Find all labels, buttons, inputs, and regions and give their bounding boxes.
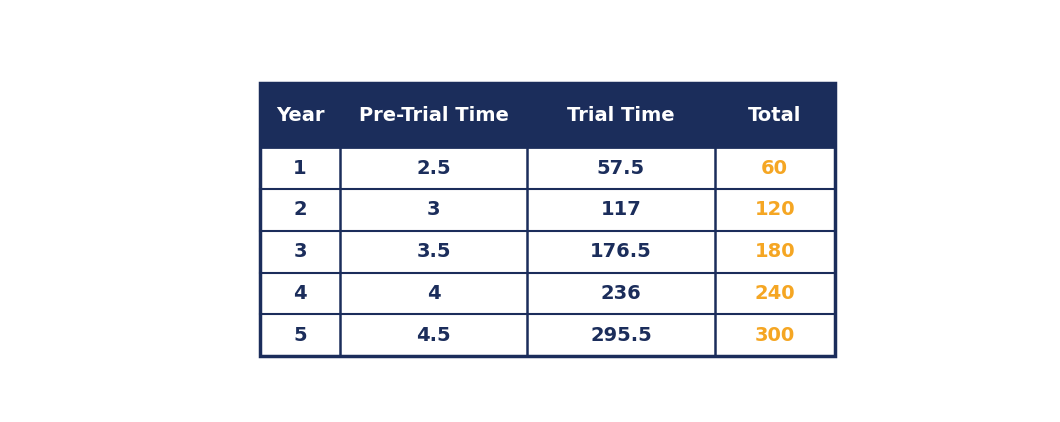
- Bar: [260, 147, 835, 189]
- Text: Pre-Trial Time: Pre-Trial Time: [358, 106, 509, 125]
- Text: 4: 4: [294, 284, 306, 303]
- Text: 5: 5: [294, 326, 306, 345]
- Text: 180: 180: [755, 242, 795, 261]
- Text: Total: Total: [748, 106, 801, 125]
- Text: 57.5: 57.5: [597, 159, 644, 178]
- Text: 236: 236: [601, 284, 641, 303]
- Text: 117: 117: [601, 200, 641, 219]
- Bar: [260, 231, 835, 273]
- Text: 300: 300: [755, 326, 795, 345]
- Text: 2: 2: [294, 200, 306, 219]
- Text: 176.5: 176.5: [590, 242, 652, 261]
- Bar: [260, 189, 835, 231]
- Bar: [260, 83, 835, 356]
- Text: 2.5: 2.5: [417, 159, 450, 178]
- Bar: [260, 83, 835, 147]
- Text: Trial Time: Trial Time: [567, 106, 675, 125]
- Text: 3.5: 3.5: [417, 242, 450, 261]
- Text: 60: 60: [761, 159, 789, 178]
- Bar: [260, 314, 835, 356]
- Text: 240: 240: [755, 284, 795, 303]
- Text: 3: 3: [294, 242, 306, 261]
- Text: Year: Year: [276, 106, 324, 125]
- Text: 120: 120: [755, 200, 795, 219]
- Text: 3: 3: [427, 200, 441, 219]
- Text: 1: 1: [294, 159, 306, 178]
- Bar: [260, 273, 835, 314]
- Text: 4: 4: [427, 284, 441, 303]
- Text: 295.5: 295.5: [590, 326, 652, 345]
- Text: 4.5: 4.5: [417, 326, 450, 345]
